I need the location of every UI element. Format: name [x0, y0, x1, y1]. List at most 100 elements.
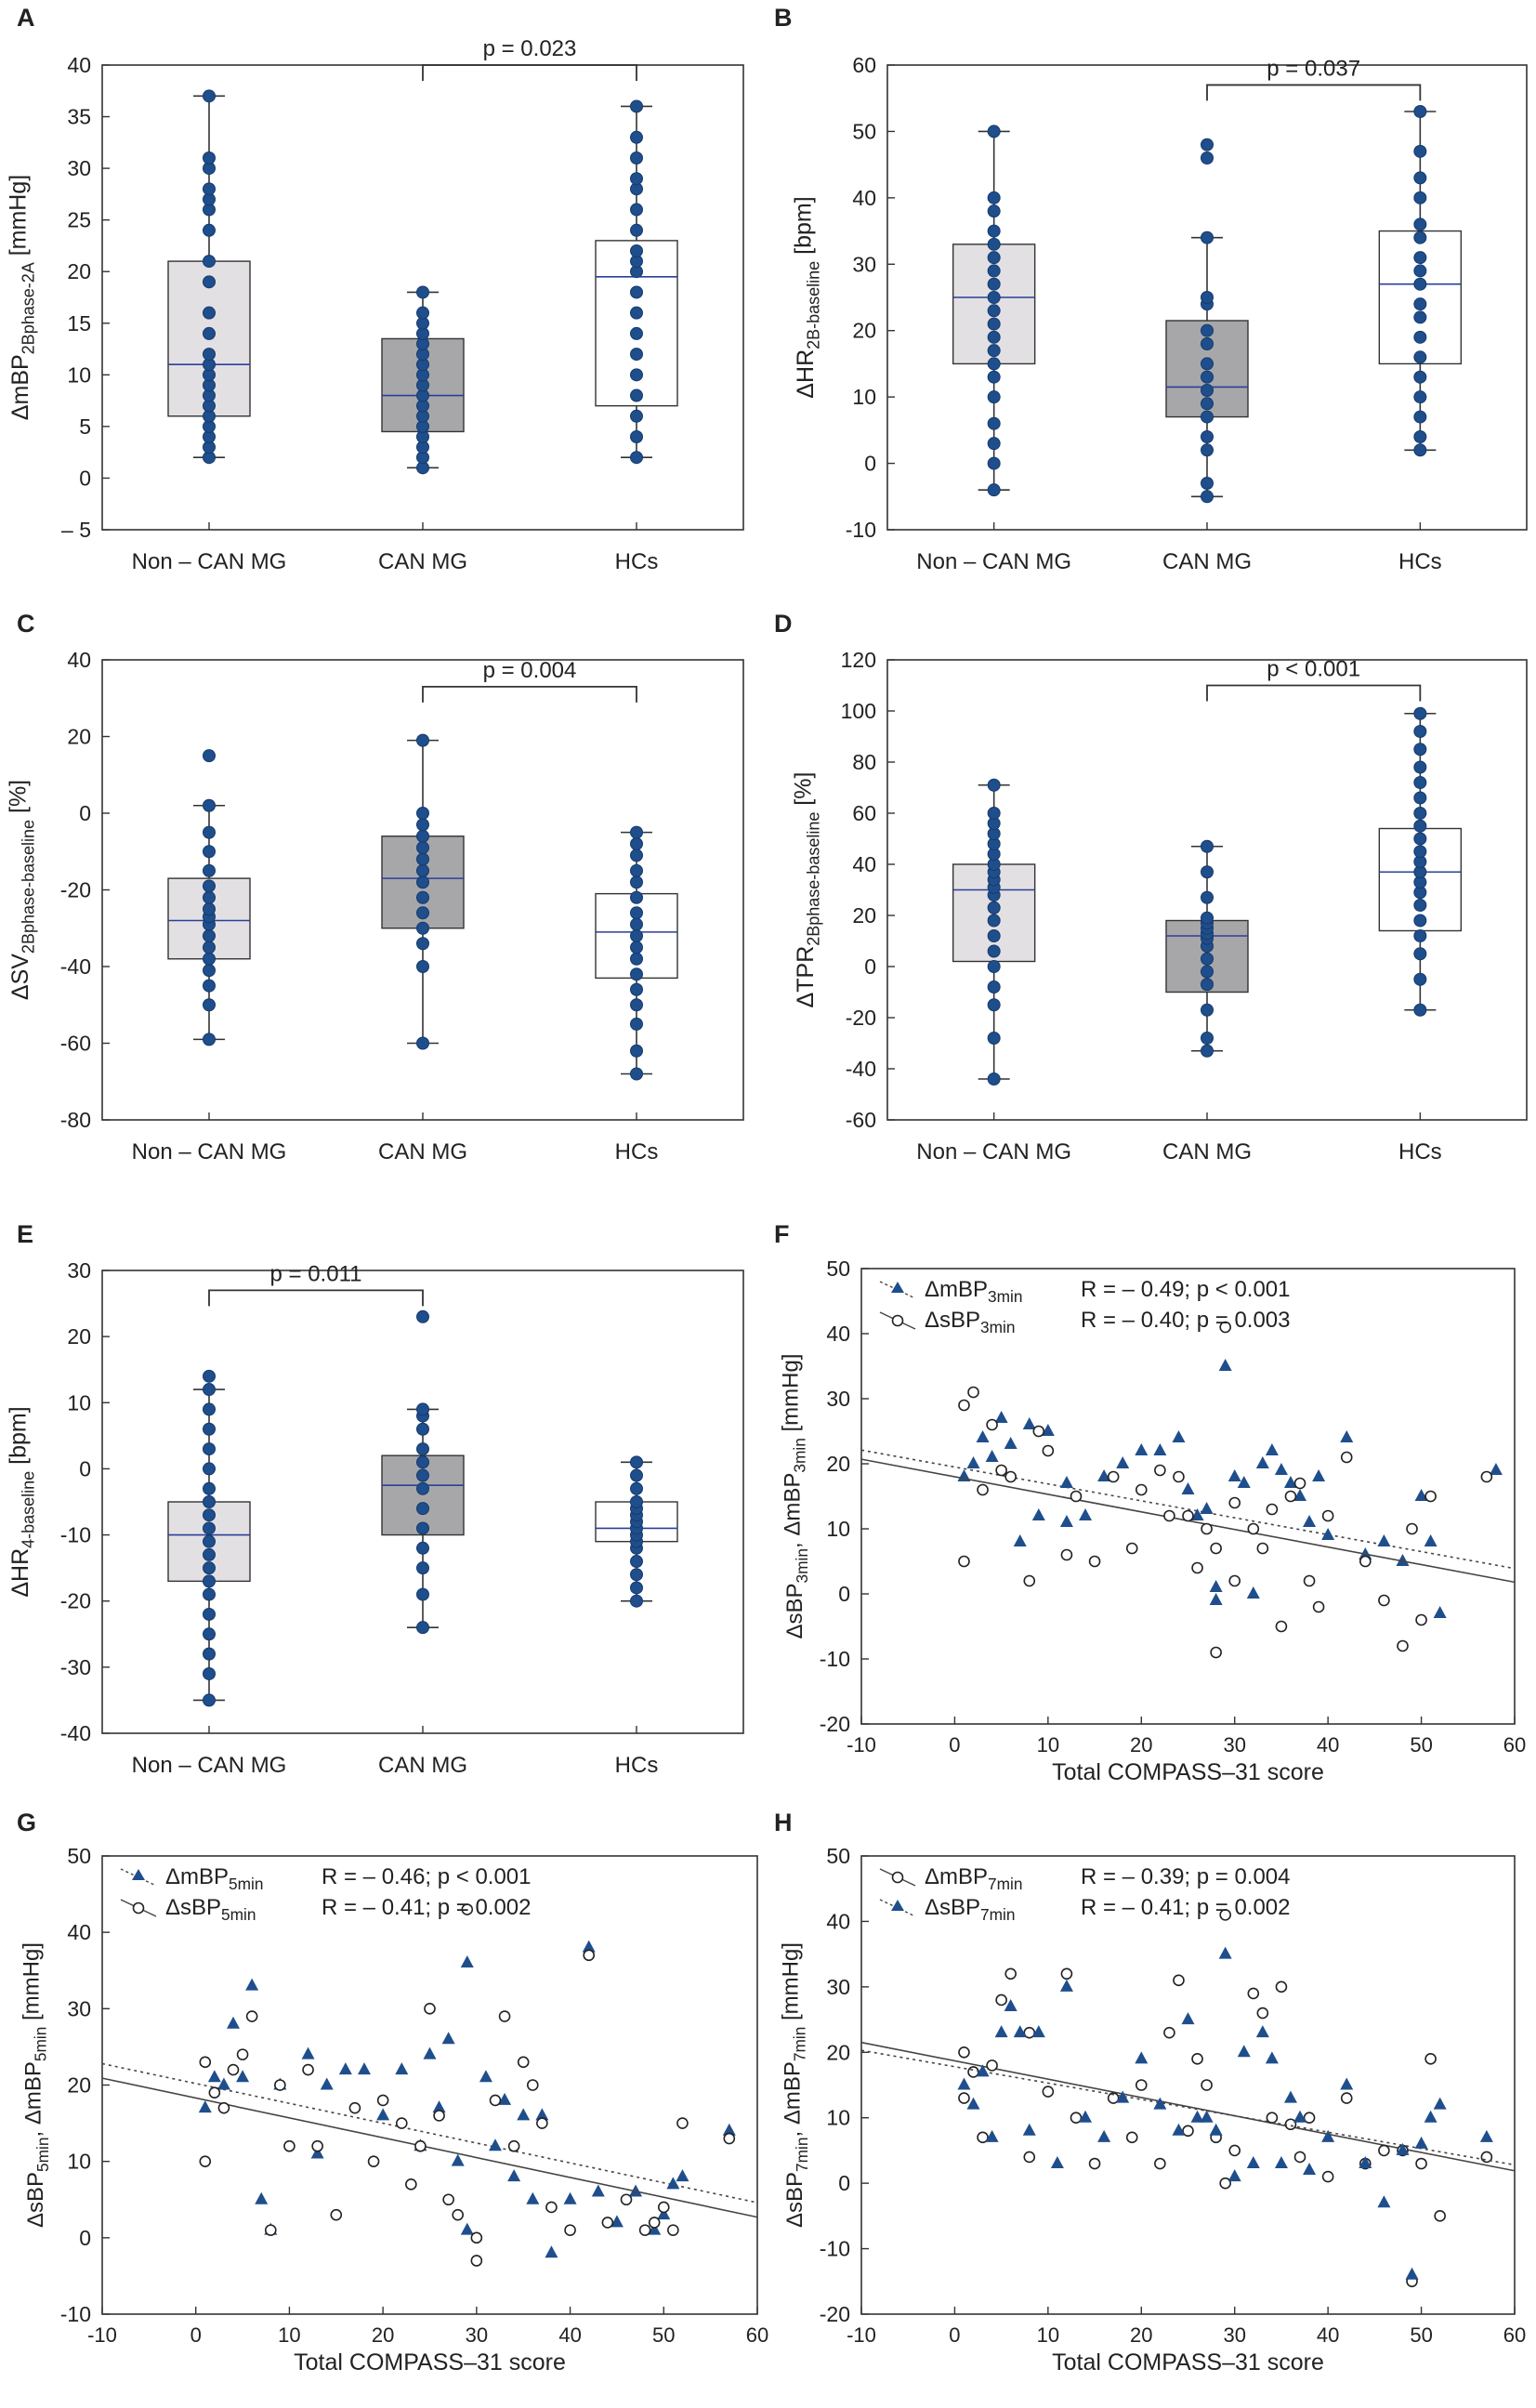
panel-label-e: E [17, 1220, 33, 1248]
circle-point [507, 2139, 520, 2152]
legend-series-name: ΔsBP5min [165, 1895, 256, 1924]
triangle-point [358, 2062, 371, 2075]
data-point [203, 1587, 216, 1601]
circle-point [1163, 1509, 1175, 1522]
data-point [203, 1547, 216, 1561]
data-point [987, 191, 1001, 204]
triangle-point [1181, 2012, 1195, 2025]
x-category-label: Non – CAN MG [916, 549, 1071, 574]
data-point [203, 863, 216, 877]
circle-point [1266, 2112, 1279, 2125]
data-point [987, 344, 1001, 358]
x-tick-label: -10 [847, 1733, 876, 1757]
data-point [1201, 890, 1214, 904]
data-point [203, 182, 216, 196]
triangle-point [1396, 1554, 1410, 1566]
triangle-point [479, 2070, 492, 2083]
data-point [416, 306, 429, 320]
data-point [203, 1627, 216, 1641]
circle-point [1293, 2151, 1306, 2164]
data-point [630, 1044, 643, 1058]
x-category-label: CAN MG [1162, 1139, 1252, 1165]
circle-point [1406, 1522, 1418, 1535]
triangle-point [460, 1955, 474, 1968]
panel-label-d: D [774, 610, 793, 638]
y-tick-label: 0 [864, 954, 876, 979]
data-point [203, 929, 216, 942]
data-point [1413, 191, 1427, 204]
data-point [1413, 330, 1427, 344]
y-tick-label: 10 [852, 385, 876, 409]
data-point [630, 409, 643, 423]
significance-bracket [422, 685, 637, 703]
data-point [987, 125, 1001, 138]
iqr-box [1378, 230, 1463, 365]
y-tick-label: 50 [826, 1844, 850, 1868]
data-point [630, 223, 643, 237]
triangle-point [1209, 1580, 1223, 1592]
data-point [1201, 978, 1214, 992]
legend-line-swatch [879, 1281, 916, 1299]
circle-point [667, 2224, 679, 2236]
triangle-point [966, 2097, 980, 2110]
data-point [416, 852, 429, 866]
circle-point [1256, 2007, 1269, 2020]
circle-point [452, 2208, 465, 2221]
x-tick-label: 30 [466, 2323, 488, 2347]
triangle-point [1246, 2156, 1260, 2169]
data-point [987, 357, 1001, 371]
data-point [987, 998, 1001, 1012]
circle-point [1004, 1470, 1017, 1483]
data-point [203, 979, 216, 993]
data-point [630, 1581, 643, 1595]
data-point [203, 1508, 216, 1522]
x-tick-label: -10 [847, 2323, 876, 2347]
circle-point [1173, 1974, 1185, 1987]
panel-a: A – 5 0 5 10 15 20 25 30 35 40 Non – CAN MG CAN MG HC… [6, 4, 744, 574]
plot-frame [860, 1268, 1516, 1725]
y-tick-label: -10 [60, 1523, 91, 1547]
circle-point [1219, 2177, 1231, 2190]
triangle-point [1097, 2129, 1111, 2142]
data-point [1201, 410, 1214, 424]
triangle-point [1004, 1437, 1017, 1449]
x-tick-label: 60 [1503, 1733, 1526, 1757]
triangle-point [1218, 1946, 1232, 1959]
triangle-point [1116, 1456, 1130, 1468]
significance-bracket [1206, 84, 1422, 101]
triangle-point [1283, 2090, 1297, 2103]
x-tick-label: 40 [558, 2323, 581, 2347]
data-point [1413, 776, 1427, 789]
data-point [630, 430, 643, 443]
x-tick-label: 30 [1223, 2323, 1245, 2347]
data-point [630, 244, 643, 257]
y-tick-label: 30 [826, 1975, 850, 1999]
x-tick-label: -10 [87, 2323, 117, 2347]
y-tick-label: 30 [852, 252, 876, 276]
data-point [416, 1422, 429, 1436]
triangle-point [1312, 1469, 1326, 1481]
triangle-point [957, 2077, 971, 2090]
triangle-point [1153, 2097, 1167, 2110]
data-point [416, 1521, 429, 1535]
data-point [630, 172, 643, 186]
triangle-point [976, 1430, 990, 1442]
triangle-point [1293, 2110, 1307, 2123]
data-point [1201, 357, 1214, 371]
data-point [416, 906, 429, 920]
triangle-point [460, 2222, 474, 2235]
circle-point [461, 1903, 474, 1915]
triangle-point [236, 2070, 250, 2083]
data-point [987, 901, 1001, 915]
triangle-point [666, 2177, 680, 2190]
circle-point [367, 2155, 380, 2167]
data-point [630, 1455, 643, 1469]
y-tick-label: 0 [79, 801, 91, 825]
triangle-point [376, 2108, 390, 2121]
data-point [1201, 384, 1214, 397]
circle-point [498, 2010, 511, 2022]
y-tick-label: -20 [820, 1712, 850, 1736]
circle-point [1191, 1561, 1203, 1574]
data-point [1201, 138, 1214, 151]
y-tick-label: 60 [852, 53, 876, 77]
